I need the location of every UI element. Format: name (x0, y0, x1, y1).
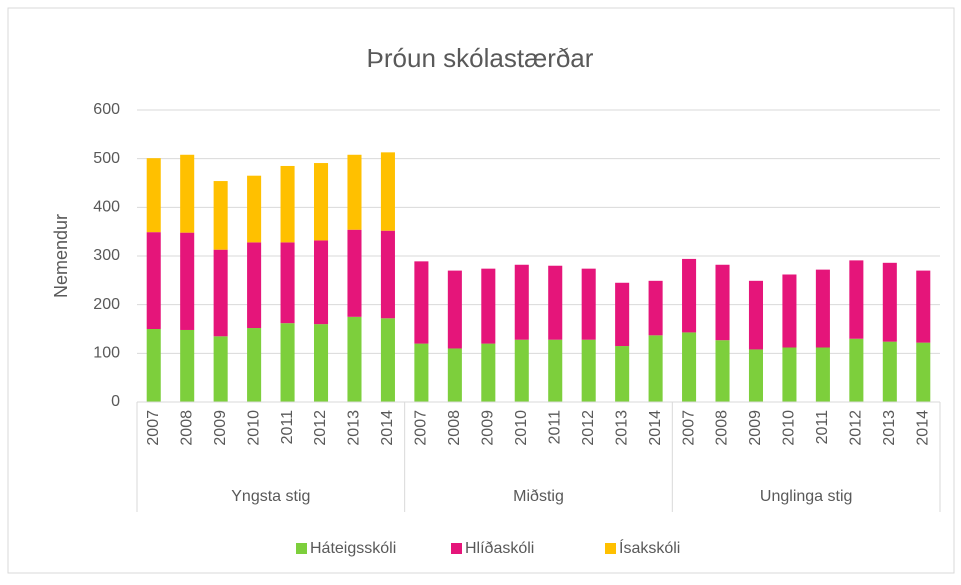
x-tick-label: 2013 (613, 410, 630, 446)
bar-segment (815, 347, 830, 402)
bar-segment (180, 329, 195, 402)
bar-segment (313, 163, 329, 241)
bar-segment (782, 274, 797, 348)
chart-title: Þróun skólastærðar (367, 43, 594, 73)
x-tick-label: 2008 (178, 410, 195, 446)
y-tick-label: 0 (111, 393, 120, 410)
bar-segment (514, 264, 529, 340)
bar-segment (347, 316, 362, 402)
bar-segment (313, 324, 329, 402)
bar-segment (648, 335, 663, 402)
bar-segment (447, 348, 462, 402)
bar-segment (514, 339, 529, 402)
y-tick-label: 100 (93, 345, 120, 362)
bar-segment (682, 332, 697, 402)
bar-segment (782, 347, 797, 402)
bar-segment (414, 343, 429, 402)
legend-label: Hlíðaskóli (465, 540, 534, 557)
bar-segment (581, 268, 596, 340)
x-tick-label: 2012 (848, 410, 865, 446)
bar-segment (347, 229, 362, 317)
bar-segment (815, 269, 830, 348)
x-tick-label: 2011 (279, 410, 296, 445)
bar-segment (380, 318, 395, 402)
x-tick-label: 2010 (513, 410, 530, 446)
legend-swatch (296, 543, 307, 554)
bar-segment (682, 258, 697, 333)
bar-segment (280, 165, 295, 243)
bar-segment (213, 336, 228, 402)
y-tick-label: 600 (93, 101, 120, 118)
x-tick-label: 2007 (680, 410, 697, 446)
bar-segment (213, 249, 228, 337)
bar-segment (247, 328, 262, 402)
group-label: Unglinga stig (760, 488, 853, 505)
bar-segment (849, 338, 864, 402)
bar-segment (146, 232, 161, 329)
x-tick-label: 2014 (914, 410, 931, 446)
x-tick-label: 2009 (747, 410, 764, 446)
y-tick-label: 400 (93, 199, 120, 216)
group-label: Yngsta stig (231, 488, 310, 505)
bar-segment (882, 262, 897, 342)
group-label: Miðstig (513, 488, 564, 505)
legend-label: Ísakskóli (619, 538, 680, 557)
x-tick-label: 2013 (881, 410, 898, 446)
x-tick-label: 2008 (714, 410, 731, 446)
x-tick-label: 2012 (312, 410, 329, 446)
legend-swatch (605, 543, 616, 554)
x-tick-label: 2010 (781, 410, 798, 446)
bar-segment (715, 340, 730, 402)
bar-segment (648, 280, 663, 336)
bar-segment (548, 339, 563, 402)
bar-segment (615, 346, 630, 402)
x-tick-label: 2013 (346, 410, 363, 446)
y-tick-label: 500 (93, 150, 120, 167)
y-tick-label: 300 (93, 247, 120, 264)
bar-segment (180, 154, 195, 233)
bar-segment (715, 264, 730, 341)
bar-segment (280, 323, 295, 402)
bar-segment (247, 175, 262, 243)
bar-segment (849, 260, 864, 339)
bar-segment (548, 265, 563, 340)
bar-segment (447, 270, 462, 349)
x-tick-label: 2007 (145, 410, 162, 446)
bar-segment (615, 282, 630, 347)
x-tick-label: 2012 (580, 410, 597, 446)
bar-segment (213, 181, 228, 250)
bar-segment (380, 152, 395, 231)
bar-segment (581, 339, 596, 402)
bar-segment (882, 341, 897, 402)
bar-segment (247, 242, 262, 329)
bar-segment (748, 280, 764, 350)
bar-segment (347, 154, 362, 230)
x-tick-label: 2008 (446, 410, 463, 446)
x-tick-label: 2014 (647, 410, 664, 446)
x-tick-label: 2011 (546, 410, 563, 445)
y-tick-label: 200 (93, 296, 120, 313)
bar-segment (280, 242, 295, 324)
x-tick-label: 2007 (413, 410, 430, 446)
bar-segment (748, 349, 764, 402)
bar-segment (916, 270, 931, 343)
y-axis-label: Nemendur (51, 214, 71, 298)
bar-segment (916, 342, 931, 402)
bar-segment (481, 268, 496, 344)
bar-segment (146, 329, 161, 402)
bar-segment (481, 343, 496, 402)
legend-label: Háteigsskóli (310, 540, 396, 557)
x-tick-label: 2010 (245, 410, 262, 446)
legend-swatch (451, 543, 462, 554)
x-tick-label: 2009 (212, 410, 229, 446)
x-tick-label: 2011 (814, 410, 831, 445)
bar-segment (380, 230, 395, 319)
bar-segment (414, 261, 429, 344)
bar-segment (313, 240, 329, 325)
bar-segment (180, 232, 195, 330)
x-tick-label: 2009 (480, 410, 497, 446)
x-tick-label: 2014 (379, 410, 396, 446)
bar-segment (146, 158, 161, 233)
